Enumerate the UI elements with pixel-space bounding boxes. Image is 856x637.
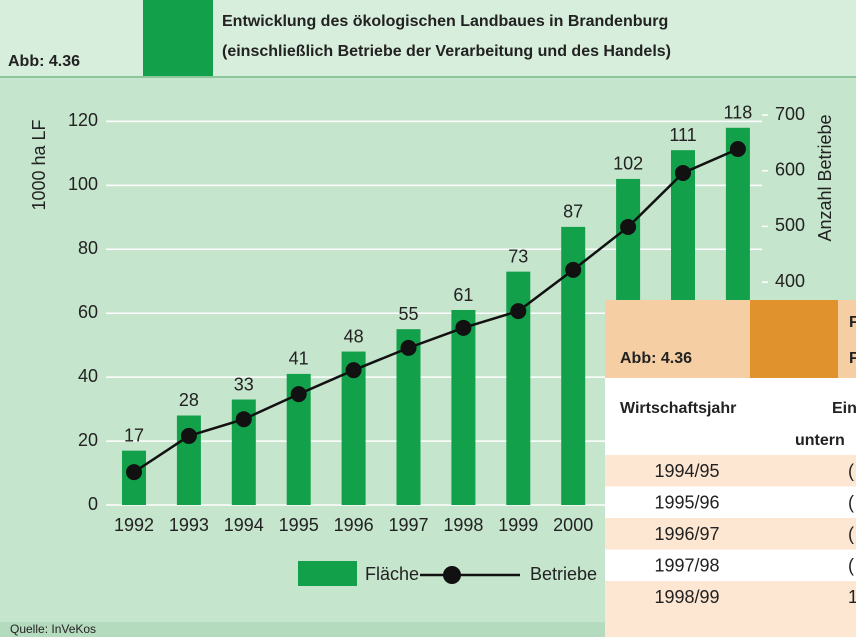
data-label: 118 bbox=[724, 103, 753, 123]
table-col-header bbox=[605, 378, 856, 455]
y-tick-label: 20 bbox=[78, 430, 98, 450]
y-tick-label: 100 bbox=[68, 174, 98, 194]
figure-number: Abb: 4.36 bbox=[8, 53, 80, 70]
legend-swatch bbox=[443, 566, 461, 584]
chart-title: Entwicklung des ökologischen Landbaues i… bbox=[222, 13, 668, 30]
data-label: 33 bbox=[234, 374, 254, 394]
point bbox=[290, 386, 307, 403]
data-label: 87 bbox=[563, 202, 583, 222]
y2-tick-label: 400 bbox=[775, 271, 805, 291]
point bbox=[180, 427, 197, 444]
table-cell: 1998/99 bbox=[654, 587, 719, 607]
bar bbox=[451, 310, 476, 505]
x-tick-label: 1995 bbox=[279, 515, 319, 535]
bar bbox=[396, 329, 421, 505]
table-cell: 1994/95 bbox=[654, 461, 719, 481]
source: Quelle: InVeKos bbox=[10, 622, 96, 636]
y-tick-label: 40 bbox=[78, 366, 98, 386]
x-tick-label: 2000 bbox=[553, 515, 593, 535]
table-row bbox=[605, 581, 856, 613]
y2-axis-label: Anzahl Betriebe bbox=[815, 114, 835, 241]
point bbox=[729, 140, 746, 157]
y-tick-label: 60 bbox=[78, 302, 98, 322]
legend-label: Betriebe bbox=[530, 564, 597, 584]
table-cell: ( bbox=[848, 555, 854, 575]
table-row bbox=[605, 455, 856, 487]
x-tick-label: 1996 bbox=[334, 515, 374, 535]
table-header: untern bbox=[795, 432, 845, 449]
data-label: 61 bbox=[453, 285, 473, 305]
x-tick-label: 1992 bbox=[114, 515, 154, 535]
x-tick-label: 1994 bbox=[224, 515, 264, 535]
x-tick-label: 1997 bbox=[388, 515, 428, 535]
x-tick-label: 1999 bbox=[498, 515, 538, 535]
table-row bbox=[605, 549, 856, 581]
point bbox=[345, 362, 362, 379]
data-label: 48 bbox=[344, 326, 364, 346]
y2-tick-label: 500 bbox=[775, 215, 805, 235]
data-label: 111 bbox=[669, 125, 696, 145]
table-row bbox=[605, 486, 856, 518]
table-header-band bbox=[605, 300, 750, 378]
legend-label: Fläche bbox=[365, 564, 419, 584]
table-cell: ( bbox=[848, 524, 854, 544]
point bbox=[510, 303, 527, 320]
point bbox=[675, 164, 691, 181]
data-label: 102 bbox=[613, 154, 643, 174]
data-label: 55 bbox=[398, 304, 418, 324]
y-tick-label: 0 bbox=[88, 494, 98, 514]
x-tick-label: 1998 bbox=[443, 515, 483, 535]
point bbox=[400, 339, 417, 356]
header-band bbox=[0, 0, 856, 77]
table-cell: 1995/96 bbox=[654, 492, 719, 512]
point bbox=[620, 218, 637, 235]
point bbox=[565, 261, 582, 278]
data-label: 28 bbox=[179, 390, 199, 410]
table-cell: 1 bbox=[848, 587, 856, 607]
point bbox=[126, 464, 142, 481]
point bbox=[235, 411, 252, 428]
table-cell: 1996/97 bbox=[654, 524, 719, 544]
line bbox=[133, 147, 739, 474]
y-tick-label: 120 bbox=[68, 110, 98, 130]
point bbox=[455, 319, 472, 336]
table-overlay: Abb: 4.36 F F Wirtschaftsjahr Ein untern… bbox=[605, 300, 856, 637]
table-header-band bbox=[838, 300, 856, 378]
data-label: 41 bbox=[289, 349, 309, 369]
table-title: F bbox=[849, 350, 856, 367]
table-header: Ein bbox=[832, 400, 856, 417]
table-cell: ( bbox=[848, 492, 854, 512]
x-tick-label: 1993 bbox=[169, 515, 209, 535]
chart-title: (einschließlich Betriebe der Verarbeitun… bbox=[222, 43, 671, 60]
header-block bbox=[143, 0, 213, 77]
table-cell: ( bbox=[848, 461, 854, 481]
table-header: Wirtschaftsjahr bbox=[620, 400, 736, 417]
y2-tick-label: 700 bbox=[775, 104, 805, 124]
data-label: 17 bbox=[124, 425, 144, 445]
y-axis-label: 1000 ha LF bbox=[29, 119, 49, 210]
y2-tick-label: 600 bbox=[775, 159, 805, 179]
data-label: 73 bbox=[508, 246, 528, 266]
table-cell: 1997/98 bbox=[654, 555, 719, 575]
y-tick-label: 80 bbox=[78, 238, 98, 258]
legend-swatch bbox=[298, 561, 357, 586]
table-title: F bbox=[849, 314, 856, 331]
table-row bbox=[605, 518, 856, 550]
table-number: Abb: 4.36 bbox=[620, 350, 692, 367]
table-header-block bbox=[750, 300, 838, 378]
